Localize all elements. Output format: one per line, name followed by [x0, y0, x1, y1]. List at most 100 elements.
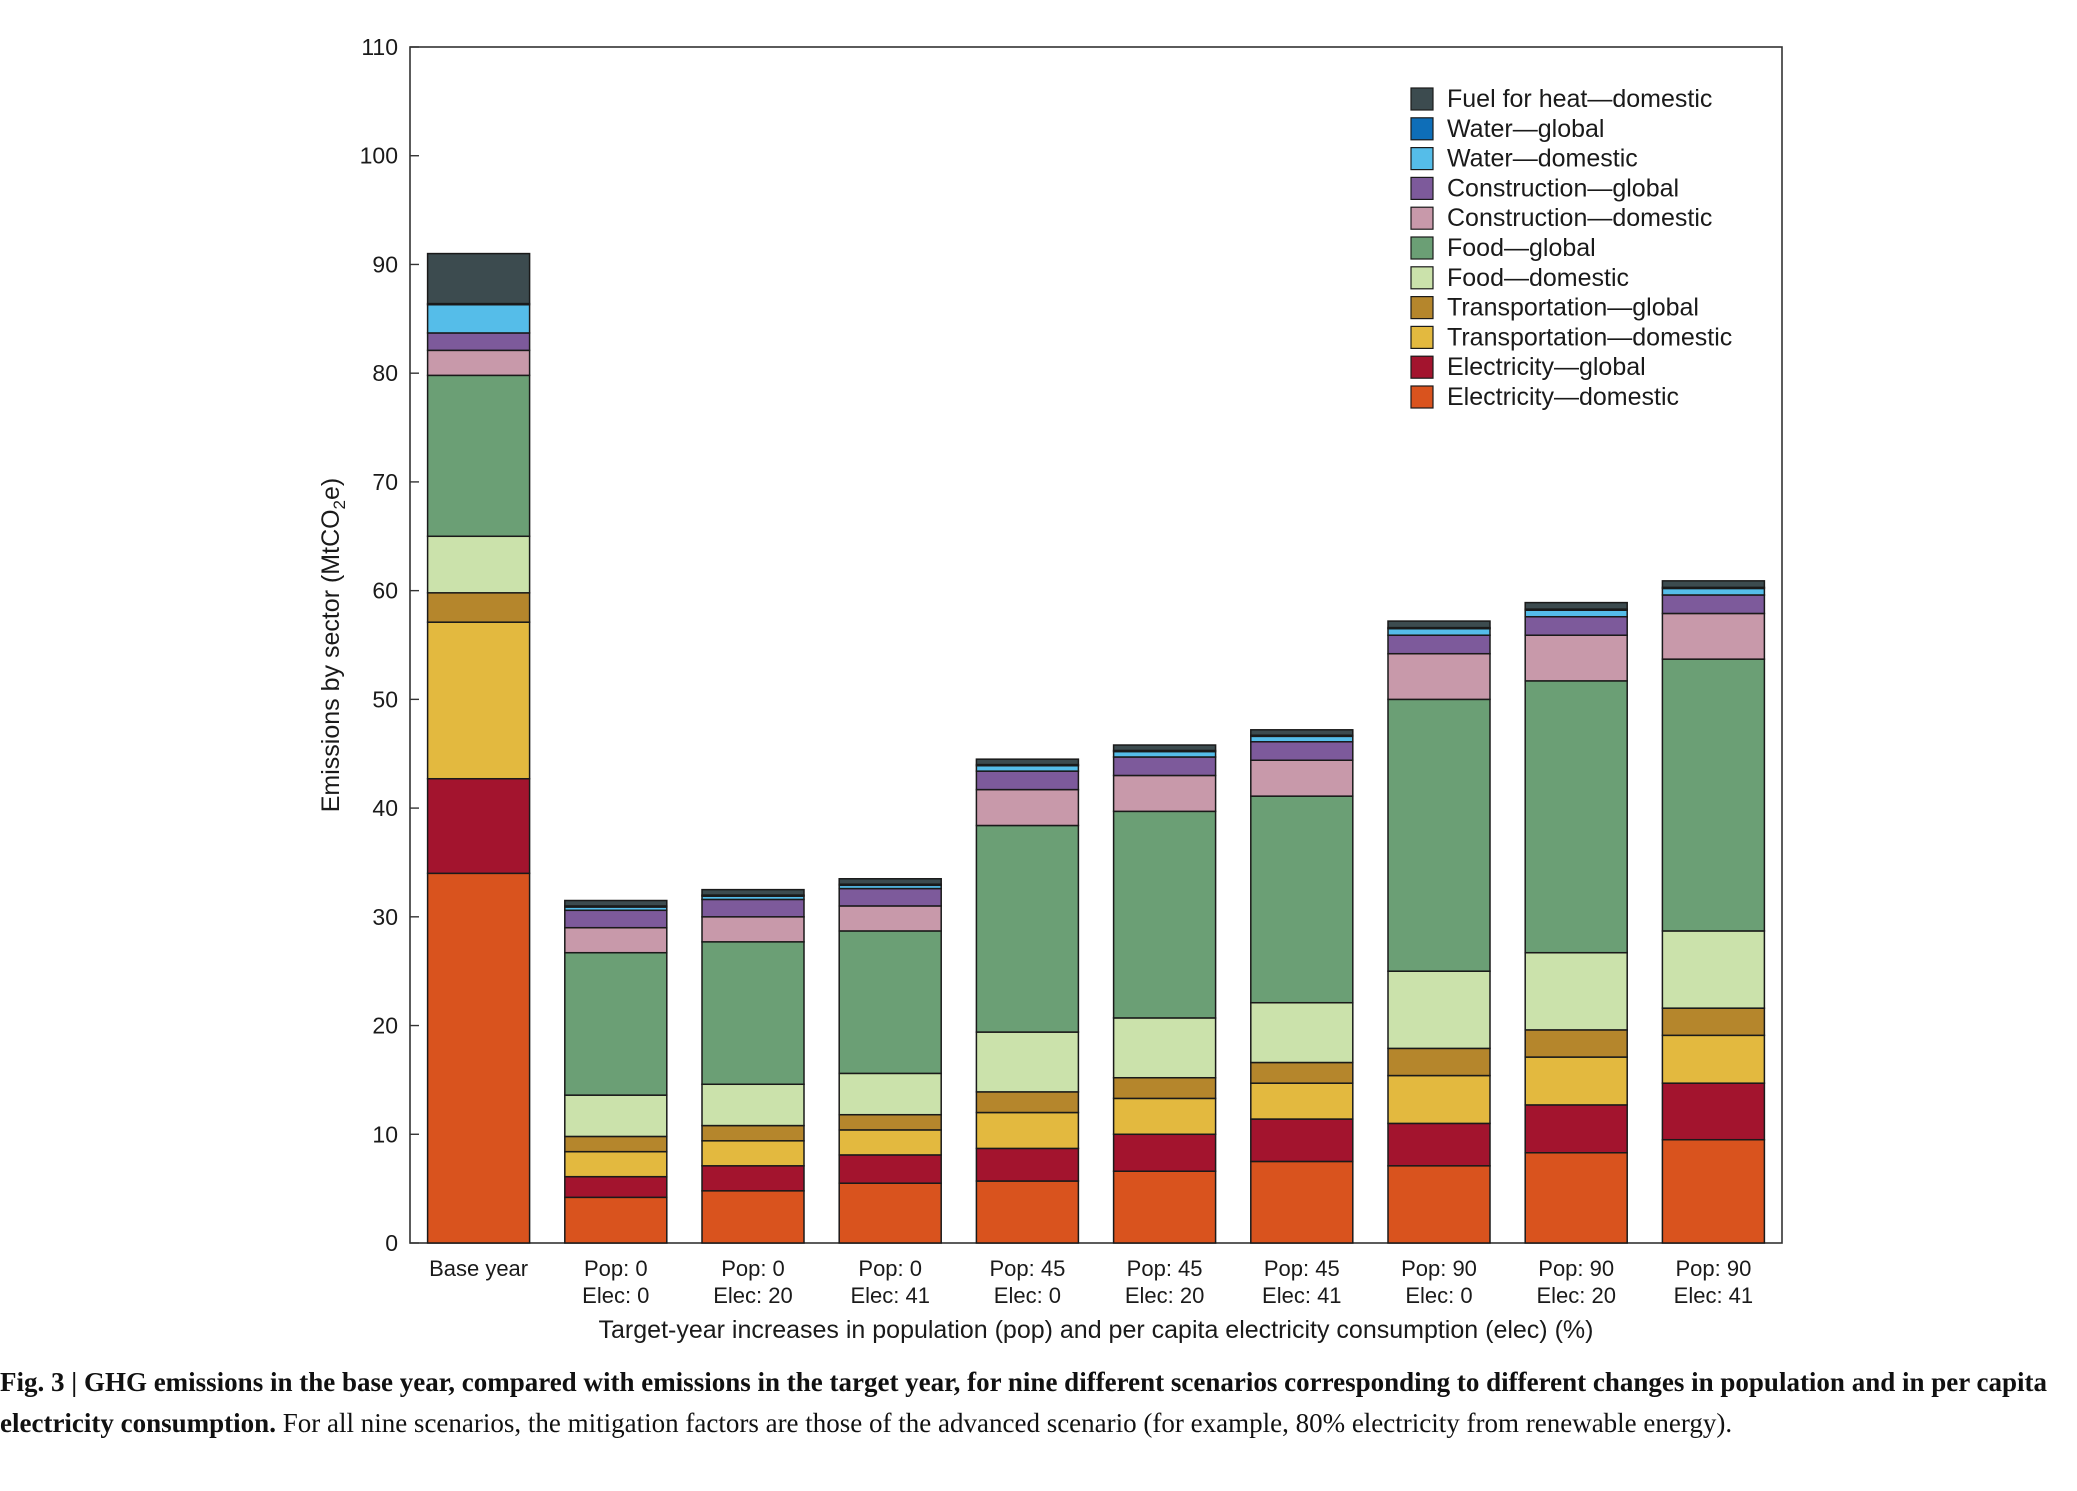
bar-segment	[564, 1196, 668, 1244]
x-tick-label: Pop: 45	[989, 1256, 1065, 1281]
bar-segment	[1250, 735, 1354, 743]
bar-segment	[1524, 609, 1628, 618]
bar-segment	[1524, 1029, 1628, 1058]
bar-segment	[701, 1190, 805, 1244]
legend-label: Construction—domestic	[1447, 204, 1712, 232]
bar-segment	[1112, 750, 1217, 758]
bar-segment	[975, 758, 1080, 766]
bar-segment	[975, 764, 1080, 772]
bar-segment	[564, 1150, 668, 1178]
bar-segment	[1250, 1160, 1354, 1244]
bar-segment	[1387, 1122, 1491, 1167]
bar-segment	[1661, 612, 1766, 660]
bar-segment	[1387, 1047, 1491, 1077]
legend-label: Water—domestic	[1447, 145, 1638, 173]
bar-segment	[1524, 634, 1628, 682]
y-tick-label: 110	[361, 34, 398, 60]
legend-label: Food—domestic	[1447, 264, 1629, 292]
legend-swatch	[1410, 147, 1434, 171]
bar-segment	[838, 1154, 942, 1184]
bar-segment	[1387, 698, 1491, 972]
bar-segment	[1112, 1133, 1217, 1172]
legend-label: Electricity—domestic	[1447, 383, 1679, 411]
stacked-bar-chart: 0 10 20 30 40 50 60 70 80 90 100 110 Base year Pop: …	[317, 34, 1783, 1344]
bar-segment	[1524, 1104, 1628, 1154]
x-tick-label: Elec: 20	[713, 1283, 793, 1308]
y-tick-label: 90	[372, 251, 398, 277]
bar-segment	[1250, 1082, 1354, 1120]
bar-segment	[975, 1031, 1080, 1093]
legend-label: Transportation—global	[1447, 294, 1699, 322]
bar-segment	[1250, 1001, 1354, 1064]
x-tick-label: Pop: 0	[721, 1256, 785, 1281]
bar-segment	[701, 1083, 805, 1127]
y-tick-label: 60	[372, 578, 398, 604]
bar-segment	[1524, 615, 1628, 636]
bar-segment	[426, 777, 531, 875]
y-tick-label: 30	[372, 904, 398, 930]
bar-segment	[838, 905, 942, 932]
legend-label: Fuel for heat—domestic	[1447, 85, 1712, 113]
bar-segment	[838, 1113, 942, 1131]
y-tick-label: 40	[372, 795, 398, 821]
bar-segment	[838, 930, 942, 1075]
bar-segment	[426, 332, 531, 352]
bar-segment	[975, 1091, 1080, 1114]
bar-segment	[1112, 744, 1217, 752]
bar-segment	[426, 374, 531, 538]
bar-segment	[1661, 1138, 1766, 1244]
bar-segment	[564, 899, 668, 907]
y-tick-label: 50	[372, 686, 398, 712]
bar-segment	[1387, 970, 1491, 1050]
bar-segment	[1524, 680, 1628, 954]
legend-swatch	[1410, 236, 1434, 260]
bar-segment	[1661, 594, 1766, 615]
bar-segment	[1661, 658, 1766, 932]
bar-segment	[564, 909, 668, 929]
bar-segment	[701, 916, 805, 943]
x-tick-label: Elec: 41	[1262, 1283, 1342, 1308]
y-tick-label: 80	[372, 360, 398, 386]
x-tick-label: Elec: 0	[1405, 1283, 1472, 1308]
bar-segment	[701, 898, 805, 918]
bar-segment	[426, 872, 531, 1244]
x-tick-label: Pop: 45	[1127, 1256, 1203, 1281]
bar-segment	[1112, 1076, 1217, 1100]
bar-segment	[701, 888, 805, 896]
bar-segment	[838, 1072, 942, 1116]
x-tick-label: Pop: 90	[1538, 1256, 1614, 1281]
y-axis: 0 10 20 30 40 50 60 70 80 90 100 110	[360, 34, 419, 1256]
bar-segment	[426, 303, 531, 334]
bar-segment	[701, 1140, 805, 1167]
x-tick-label: Pop: 90	[1675, 1256, 1751, 1281]
legend-label: Transportation—domestic	[1447, 323, 1732, 351]
bar-segment	[1387, 620, 1491, 629]
x-tick-label: Base year	[429, 1256, 528, 1281]
y-tick-label: 100	[360, 143, 398, 169]
bar-segment	[1524, 1056, 1628, 1106]
bar-segment	[1524, 1152, 1628, 1244]
legend-swatch	[1410, 325, 1434, 349]
bar-segment	[1387, 1074, 1491, 1125]
bar-segment	[1112, 810, 1217, 1019]
bar-segment	[838, 887, 942, 907]
bar-segment	[1387, 652, 1491, 701]
bar-segment	[838, 1182, 942, 1244]
bar-segment	[1112, 1097, 1217, 1136]
bar-segment	[1661, 1082, 1766, 1141]
bar-segment	[1524, 601, 1628, 610]
x-tick-label: Elec: 20	[1125, 1283, 1205, 1308]
bar-segment	[1661, 580, 1766, 589]
legend-swatch	[1410, 266, 1434, 290]
legend-label: Water—global	[1447, 115, 1604, 143]
bar-segment	[1524, 951, 1628, 1031]
bar-segment	[975, 788, 1080, 827]
legend-swatch	[1410, 87, 1434, 111]
bar-segment	[1661, 930, 1766, 1009]
y-tick-label: 70	[372, 469, 398, 495]
figure-caption: Fig. 3 | GHG emissions in the base year,…	[0, 1362, 2077, 1444]
legend-swatch	[1410, 355, 1434, 379]
x-tick-label: Elec: 0	[582, 1283, 649, 1308]
bar-segment	[1387, 634, 1491, 655]
